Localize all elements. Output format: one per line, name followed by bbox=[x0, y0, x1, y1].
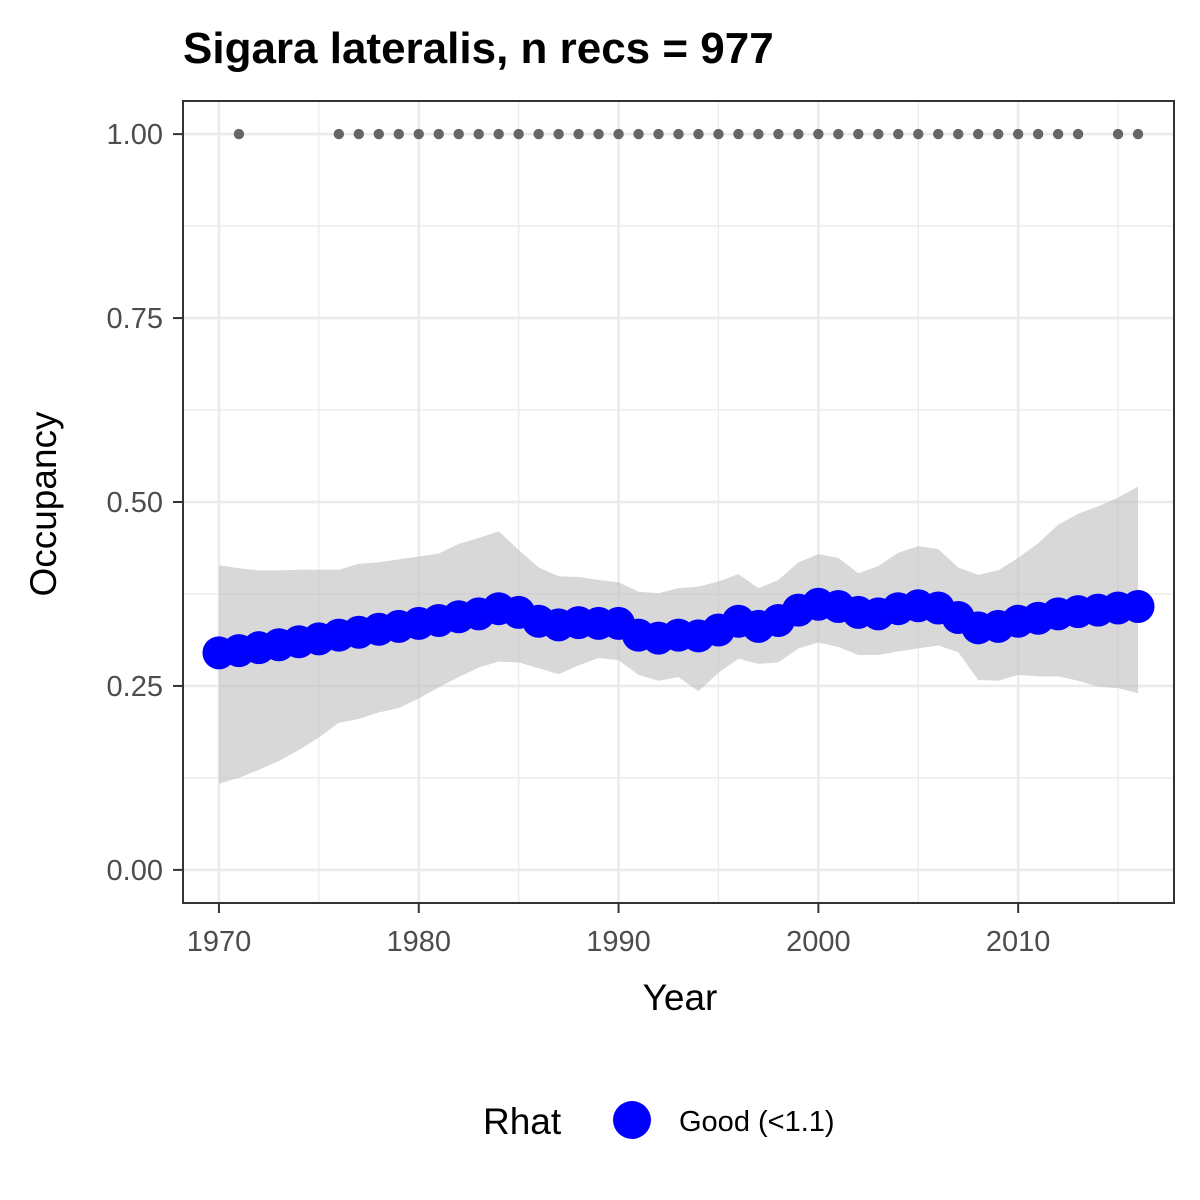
record-point bbox=[633, 128, 644, 140]
record-point bbox=[1112, 128, 1124, 140]
legend-key-good bbox=[613, 1101, 651, 1139]
record-point bbox=[333, 128, 345, 140]
record-point bbox=[773, 128, 784, 140]
record-point bbox=[1052, 128, 1064, 140]
x-tick-label: 2000 bbox=[786, 926, 851, 958]
record-point bbox=[533, 128, 544, 140]
legend-label-good: Good (<1.1) bbox=[679, 1106, 835, 1138]
record-point bbox=[933, 128, 944, 140]
chart-title: Sigara lateralis, n recs = 977 bbox=[183, 24, 774, 73]
x-tick-label: 1970 bbox=[187, 926, 252, 958]
records-layer bbox=[233, 128, 1144, 140]
record-point bbox=[733, 128, 744, 140]
grid-lines bbox=[183, 101, 1174, 903]
record-point bbox=[1032, 128, 1044, 140]
record-point bbox=[813, 128, 824, 140]
record-point bbox=[1072, 128, 1084, 140]
record-point bbox=[513, 128, 524, 140]
record-point bbox=[433, 128, 444, 140]
record-point bbox=[233, 128, 245, 140]
record-point bbox=[373, 128, 385, 140]
record-point bbox=[413, 128, 424, 140]
record-point bbox=[913, 128, 924, 140]
record-point bbox=[953, 128, 964, 140]
record-point bbox=[753, 128, 764, 140]
y-tick-label: 1.00 bbox=[107, 119, 163, 151]
occupancy-series-layer bbox=[202, 587, 1155, 670]
record-point bbox=[1132, 128, 1144, 140]
x-tick-label: 2010 bbox=[986, 926, 1051, 958]
record-point bbox=[673, 128, 684, 140]
record-point bbox=[593, 128, 604, 140]
y-tick-label: 0.25 bbox=[107, 671, 163, 703]
record-point bbox=[693, 128, 704, 140]
y-axis: 0.00 0.25 0.50 0.75 1.00 bbox=[107, 119, 183, 887]
y-tick-label: 0.00 bbox=[107, 855, 163, 887]
record-point bbox=[653, 128, 664, 140]
x-axis: 1970 1980 1990 2000 2010 bbox=[187, 903, 1051, 958]
record-point bbox=[573, 128, 584, 140]
record-point bbox=[833, 128, 844, 140]
record-point bbox=[873, 128, 884, 140]
record-point bbox=[1012, 128, 1024, 140]
y-axis-title: Occupancy bbox=[23, 411, 64, 597]
record-point bbox=[493, 128, 504, 140]
x-tick-label: 1990 bbox=[586, 926, 651, 958]
record-point bbox=[553, 128, 564, 140]
record-point bbox=[992, 128, 1004, 140]
legend: Rhat Good (<1.1) bbox=[483, 1101, 835, 1142]
record-point bbox=[713, 128, 724, 140]
y-tick-label: 0.75 bbox=[107, 303, 163, 335]
record-point bbox=[793, 128, 804, 140]
record-point bbox=[893, 128, 904, 140]
legend-title: Rhat bbox=[483, 1101, 562, 1142]
record-point bbox=[393, 128, 404, 140]
y-tick-label: 0.50 bbox=[107, 487, 163, 519]
record-point bbox=[853, 128, 864, 140]
record-point bbox=[613, 128, 624, 140]
x-axis-title: Year bbox=[643, 977, 718, 1018]
occupancy-point bbox=[1121, 589, 1155, 623]
record-point bbox=[453, 128, 464, 140]
record-point bbox=[972, 128, 984, 140]
record-point bbox=[353, 128, 365, 140]
record-point bbox=[473, 128, 484, 140]
x-tick-label: 1980 bbox=[387, 926, 452, 958]
